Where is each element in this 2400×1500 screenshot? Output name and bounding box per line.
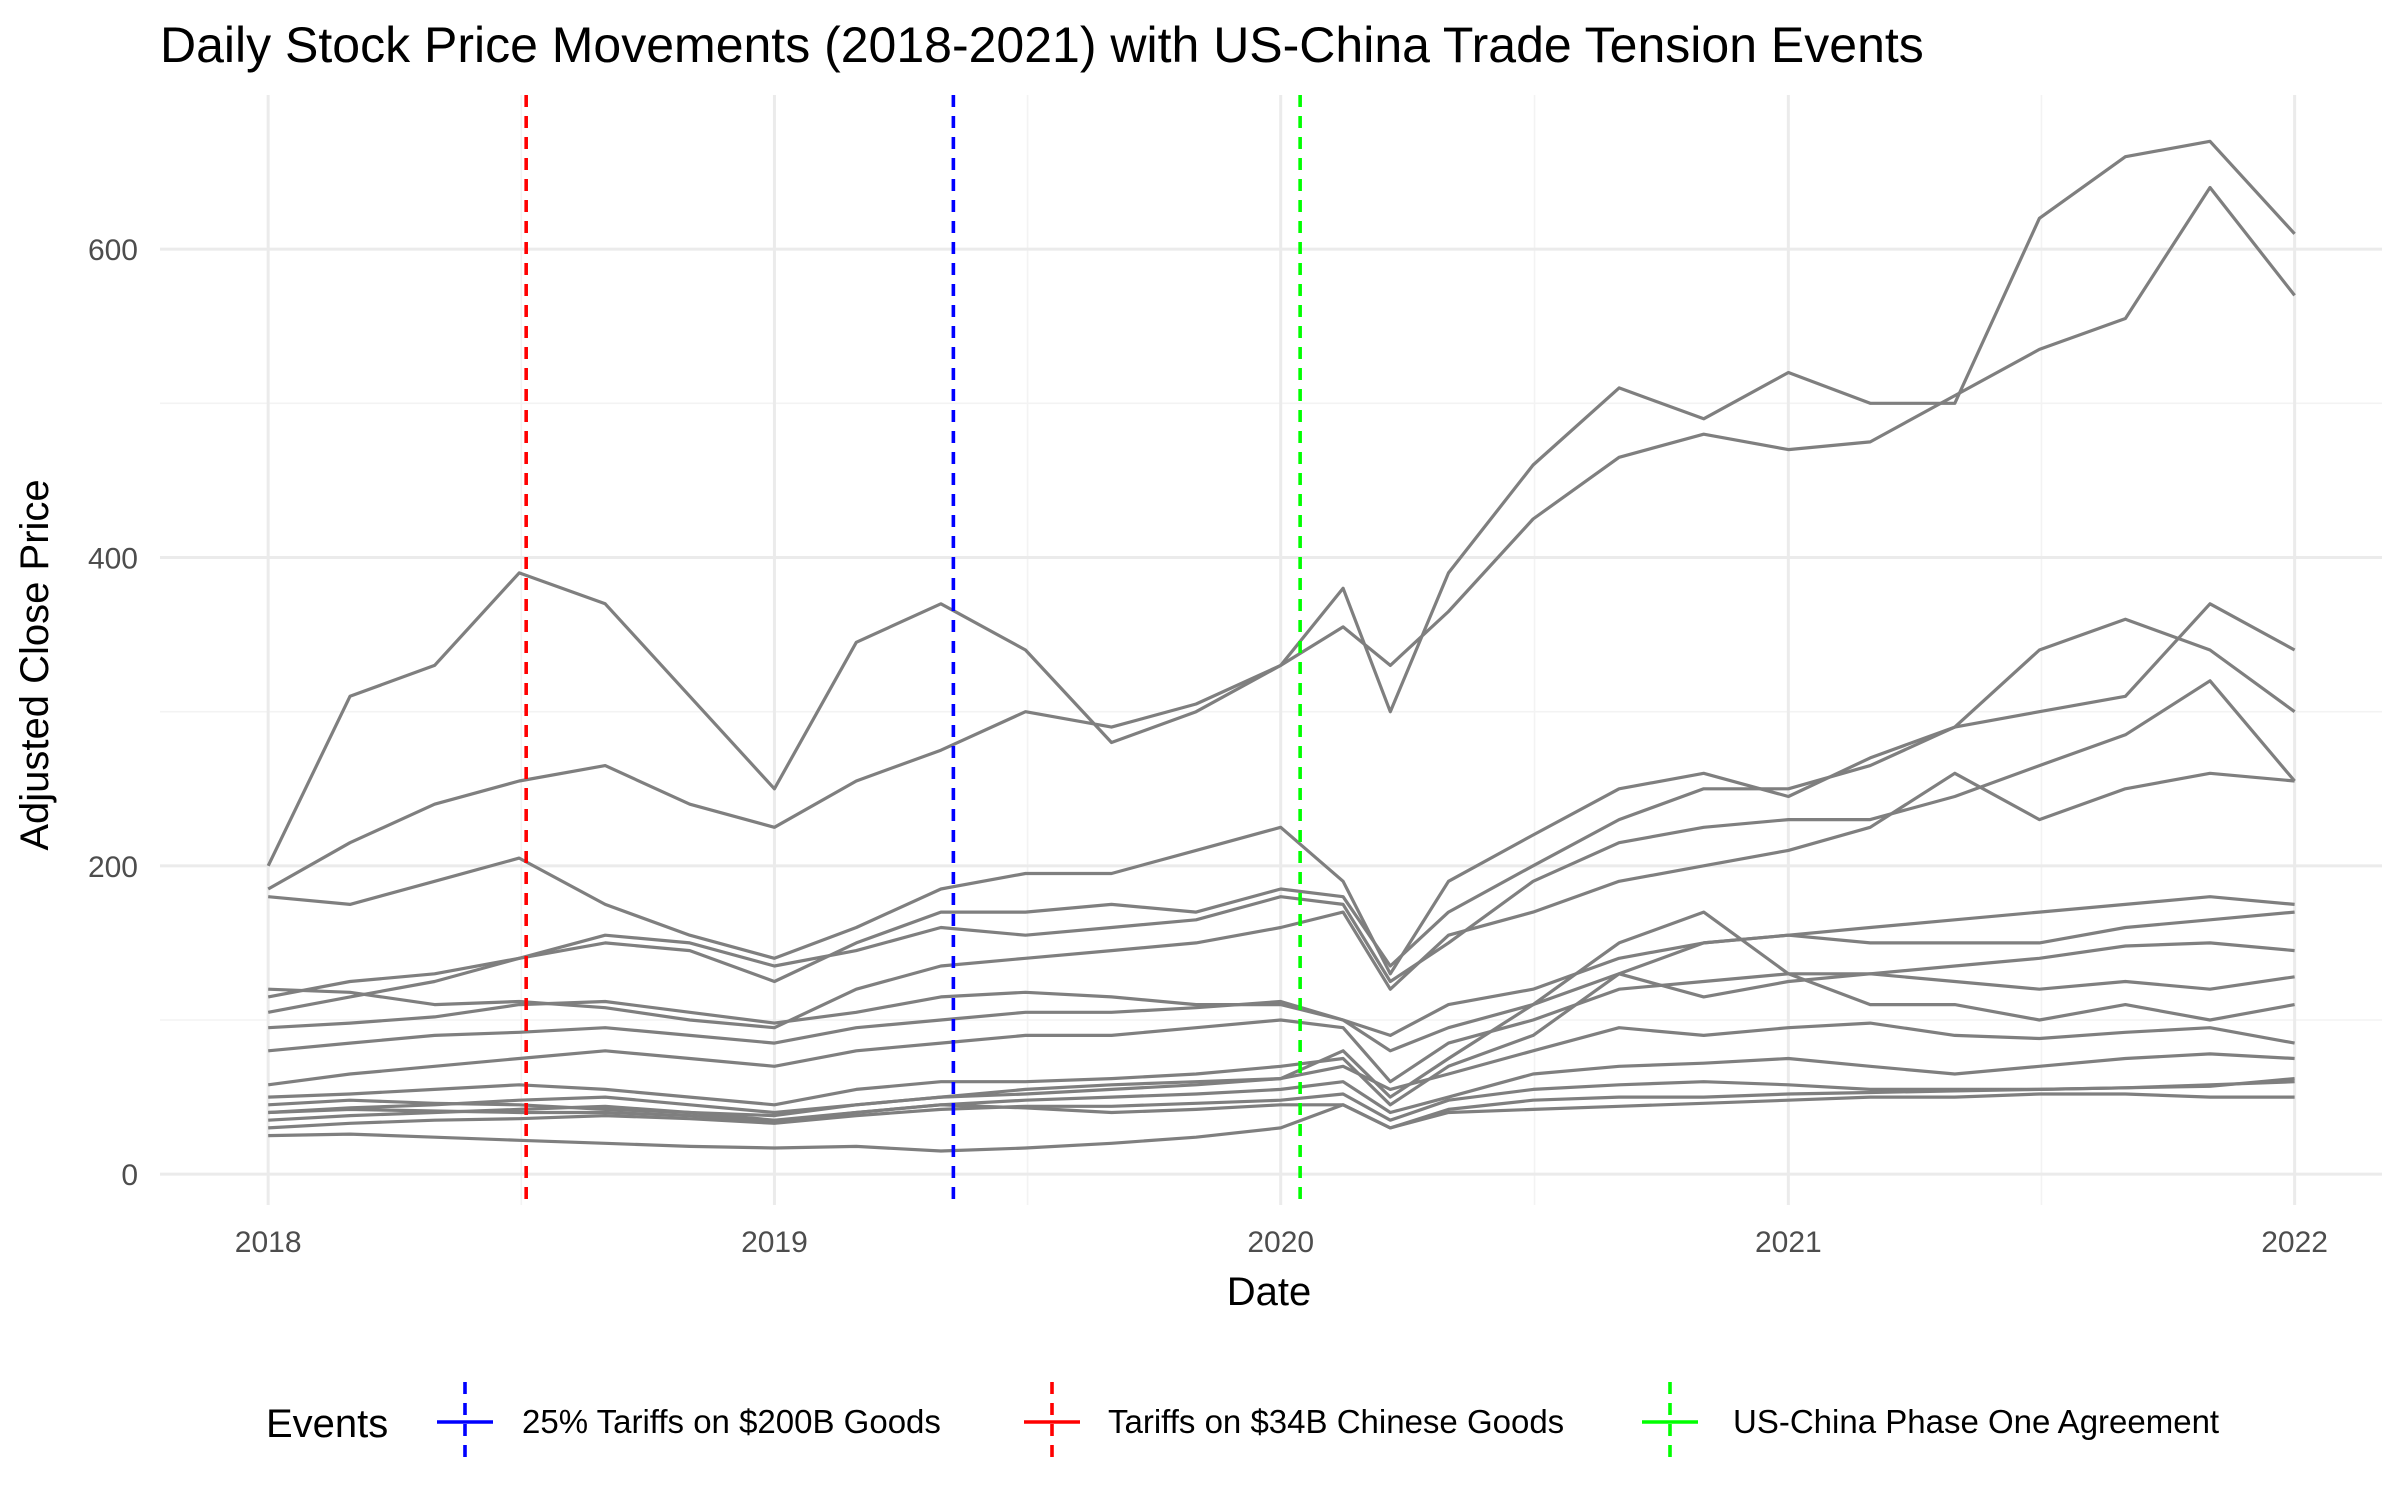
series-line-13 <box>268 1052 2295 1122</box>
y-tick-label: 400 <box>88 543 138 576</box>
series-line-8 <box>268 910 2295 1053</box>
x-axis-ticks: 2018 2019 2020 2021 2022 <box>235 1226 2328 1259</box>
series-line-11 <box>268 910 2295 1118</box>
x-tick-label: 2019 <box>741 1226 808 1259</box>
y-tick-label: 0 <box>121 1159 138 1192</box>
event-lines <box>524 95 1302 1205</box>
legend: Events 25% Tariffs on $200B Goods Tariffs… <box>266 1382 2219 1462</box>
y-axis-title: Adjusted Close Price <box>13 479 57 850</box>
series-lines <box>266 139 2296 1153</box>
x-tick-label: 2020 <box>1247 1226 1314 1259</box>
series-line-10 <box>268 972 2295 1107</box>
series-line-14 <box>268 1080 2295 1130</box>
x-tick-label: 2021 <box>1755 1226 1822 1259</box>
x-tick-label: 2022 <box>2261 1226 2328 1259</box>
y-tick-label: 600 <box>88 234 138 267</box>
chart-title: Daily Stock Price Movements (2018-2021) … <box>160 17 1924 73</box>
x-axis-title: Date <box>1227 1270 1312 1314</box>
series-line-9 <box>267 941 2295 1087</box>
x-tick-label: 2018 <box>235 1226 302 1259</box>
legend-title: Events <box>266 1402 388 1446</box>
legend-label: 25% Tariffs on $200B Goods <box>522 1403 941 1440</box>
series-line-12 <box>268 1021 2295 1115</box>
series-line-6 <box>268 771 2295 1030</box>
legend-label: Tariffs on $34B Chinese Goods <box>1108 1403 1564 1440</box>
legend-label: US-China Phase One Agreement <box>1733 1403 2219 1440</box>
series-line-2 <box>267 185 2296 891</box>
series-line-15 <box>268 1092 2295 1130</box>
series-line-5 <box>267 679 2296 1014</box>
series-line-4 <box>267 602 2296 999</box>
y-axis-ticks: 0 200 400 600 <box>88 234 138 1192</box>
series-line-16 <box>268 1077 2295 1153</box>
y-tick-label: 200 <box>88 851 138 884</box>
